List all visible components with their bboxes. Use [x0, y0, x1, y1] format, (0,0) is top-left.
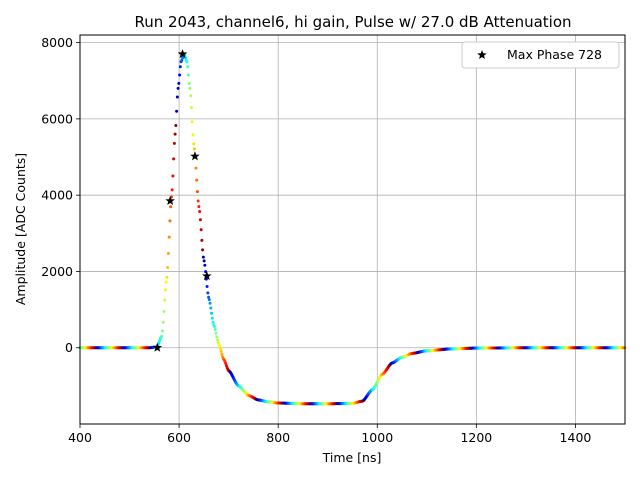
waveform-point — [178, 73, 182, 77]
waveform-point — [164, 280, 168, 284]
waveform-point — [172, 141, 176, 145]
waveform-point — [219, 350, 223, 354]
waveform-point — [174, 124, 178, 127]
max-phase-star-marker — [177, 49, 188, 59]
waveform-point — [162, 309, 166, 313]
waveform-point — [213, 325, 217, 329]
chart-title: Run 2043, channel6, hi gain, Pulse w/ 27… — [134, 13, 571, 31]
waveform-point — [173, 132, 177, 136]
waveform-point — [194, 166, 198, 170]
waveform-point — [171, 174, 175, 178]
waveform-point — [166, 251, 170, 255]
waveform-point — [189, 106, 193, 110]
plot-area — [80, 35, 625, 424]
y-tick-label: 2000 — [41, 264, 73, 279]
waveform-point — [201, 248, 205, 252]
x-tick-label: 800 — [266, 430, 290, 445]
waveform-point — [169, 205, 173, 209]
waveform-point — [160, 329, 164, 333]
legend: Max Phase 728 — [461, 41, 620, 69]
waveform-point — [172, 157, 176, 161]
waveform-point — [167, 235, 171, 239]
waveform-point — [192, 142, 196, 146]
y-axis-label: Amplitude [ADC Counts] — [13, 153, 28, 305]
waveform-point — [209, 306, 213, 310]
waveform-point — [218, 347, 222, 351]
max-phase-star-marker — [152, 342, 163, 352]
waveform-point — [181, 56, 185, 60]
waveform-point — [199, 228, 203, 232]
waveform-point — [186, 65, 190, 69]
legend-star-icon — [477, 50, 487, 60]
waveform-point — [206, 291, 210, 295]
waveform-point — [201, 255, 205, 259]
waveform-point — [205, 284, 209, 288]
x-tick-label: 600 — [167, 430, 191, 445]
waveform-point — [166, 266, 170, 270]
waveform-point — [214, 331, 218, 335]
waveform-point — [160, 334, 164, 338]
waveform-point — [215, 338, 219, 342]
waveform-point — [163, 298, 167, 302]
grid-lines — [79, 35, 625, 424]
max-phase-star-marker — [202, 271, 212, 281]
waveform-point — [200, 238, 204, 242]
waveform-point — [197, 205, 201, 209]
y-tick-label: 8000 — [41, 35, 73, 50]
waveform-point — [210, 316, 214, 320]
waveform-point — [187, 73, 190, 77]
waveform-point — [211, 320, 215, 324]
x-tick-label: 1400 — [560, 430, 592, 445]
y-tick-label: 6000 — [41, 111, 73, 126]
waveform-point — [198, 210, 202, 214]
waveform-point — [196, 199, 200, 203]
waveform-point — [213, 328, 217, 332]
waveform-point — [170, 188, 174, 192]
x-tick-label: 1200 — [460, 430, 492, 445]
waveform-point — [192, 147, 196, 151]
waveform-point — [215, 335, 219, 339]
waveform-point — [195, 178, 199, 182]
waveform-point — [191, 133, 195, 137]
waveform-point — [188, 86, 192, 90]
waveform-point — [198, 218, 202, 222]
waveform-point — [165, 275, 169, 279]
legend-label: Max Phase 728 — [507, 47, 602, 62]
waveform-point — [178, 65, 182, 69]
waveform-point — [187, 81, 191, 85]
x-axis-label: Time [ns] — [322, 450, 382, 465]
waveform-point — [203, 263, 207, 267]
waveform-point — [163, 288, 167, 292]
waveform-point — [180, 58, 184, 62]
x-axis: 400 600 800 1000 1200 1400 — [68, 424, 591, 445]
waveform-point — [177, 81, 181, 85]
waveform-point — [176, 86, 180, 90]
x-tick-label: 400 — [68, 430, 92, 445]
y-axis: 0 2000 4000 6000 8000 — [41, 35, 80, 355]
max-phase-star-marker — [165, 195, 175, 205]
legend-box — [461, 41, 620, 69]
x-tick-label: 1000 — [361, 430, 393, 445]
plot-frame — [79, 34, 626, 425]
y-tick-label: 0 — [65, 340, 73, 355]
max-phase-markers — [152, 49, 212, 352]
waveform-point — [207, 298, 211, 302]
waveform-point — [207, 295, 211, 299]
waveform-point — [208, 301, 212, 305]
waveform-point — [210, 311, 214, 315]
waveform-point — [185, 60, 189, 64]
waveform-point — [195, 190, 199, 194]
waveform-point — [218, 344, 222, 348]
waveform-point — [190, 120, 194, 124]
max-phase-star-marker — [190, 151, 200, 161]
waveform-point — [189, 94, 193, 98]
waveform-point — [220, 353, 224, 356]
y-tick-label: 4000 — [41, 188, 73, 203]
waveform-point — [202, 259, 206, 263]
waveform-point — [175, 95, 179, 99]
waveform-point — [161, 320, 165, 324]
waveform-point — [175, 109, 179, 113]
waveform-point — [168, 219, 172, 223]
